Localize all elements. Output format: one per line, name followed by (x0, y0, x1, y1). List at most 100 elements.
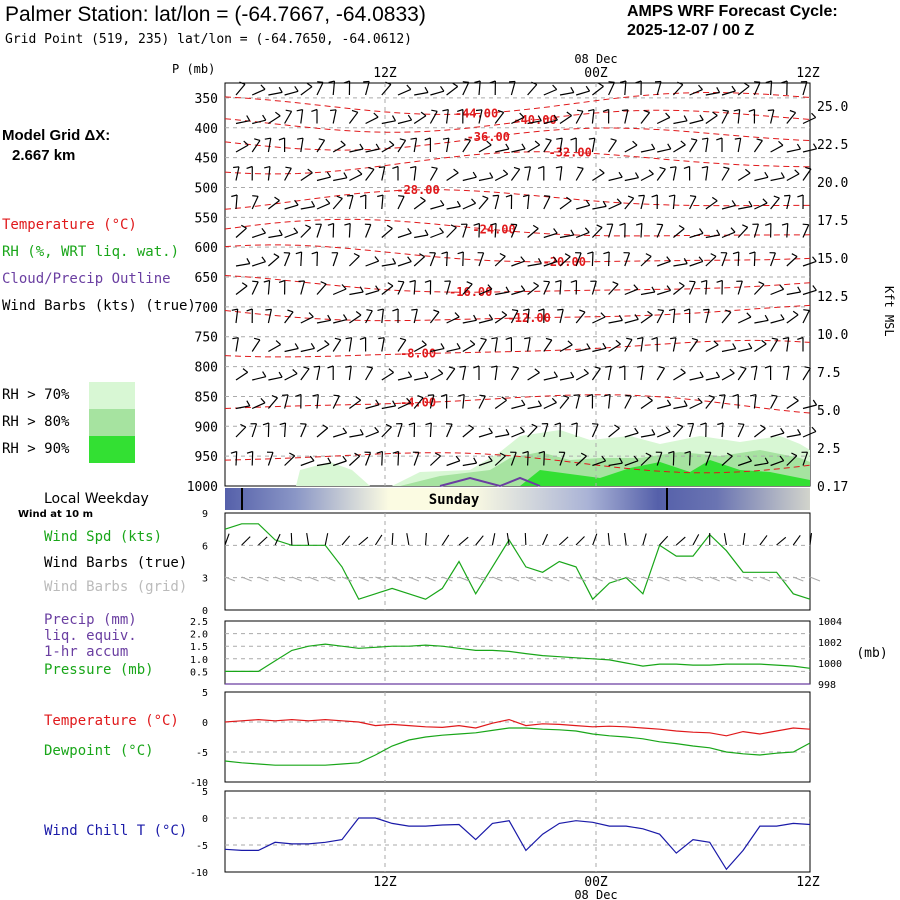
wind-barb-staff (235, 166, 240, 181)
wind-barb (264, 137, 272, 153)
wind-barb (510, 309, 519, 324)
true-wind-barb (809, 533, 813, 546)
wind-barb-flag (680, 140, 686, 146)
wind-barb-flag (262, 422, 269, 426)
wind-barb-flag (666, 256, 671, 262)
temperature-line (224, 718, 811, 737)
wind-barb (298, 280, 306, 295)
wind-barb (635, 80, 642, 96)
wind-barb (332, 394, 340, 409)
dewpoint-line (224, 727, 811, 766)
wind-barb-flag (538, 450, 545, 454)
wind-barb-flag (241, 282, 248, 287)
wind-barb (414, 371, 429, 381)
wind-barb-staff (381, 426, 392, 438)
wind-barb-staff (381, 451, 383, 466)
wind-barb-flag (615, 339, 621, 345)
wind-barb-staff (738, 460, 752, 467)
grid-point-subtitle: Grid Point (519, 235) lat/lon = (-64.765… (5, 32, 412, 47)
wind-barb-staff (770, 197, 780, 210)
wind-barb-flag (793, 396, 799, 402)
wind-barb-staff (494, 195, 500, 210)
wind-barb-staff (446, 460, 461, 467)
wind-barb-flag (407, 256, 412, 262)
wind-barb (673, 258, 688, 267)
grid-wind-barb (542, 576, 553, 582)
wind-barb-flag (791, 452, 798, 457)
wind-barb (575, 309, 586, 324)
true-wind-barb (458, 536, 469, 546)
wind-barb-flag (771, 394, 778, 397)
wind-barb-flag (698, 256, 704, 262)
wind-barb (246, 165, 253, 181)
wind-barb (473, 222, 480, 238)
isotherm-line-9 (224, 339, 811, 358)
wind-barb-flag (764, 314, 769, 321)
swatch-rh90 (89, 436, 135, 463)
wind-barb-staff (559, 115, 572, 124)
wind-barb (575, 109, 584, 124)
wind-barb-flag (487, 284, 493, 290)
wind-barb (592, 200, 607, 210)
wind-barb-staff (624, 395, 632, 409)
wind-barb (608, 281, 619, 295)
wind-barb-flag (731, 85, 736, 92)
wind-barb-flag (635, 222, 643, 226)
true-wind-barb (224, 533, 230, 546)
wind-barb-flag (308, 312, 314, 318)
wind-barb-staff (689, 401, 703, 410)
wind-barb-staff (738, 347, 752, 353)
wind-barb-staff (640, 255, 652, 267)
wind-barb-staff (559, 138, 563, 153)
wind-barb-flag (375, 399, 380, 406)
panel-ytick: 0.5 (190, 667, 208, 678)
wind-barb-flag (474, 80, 481, 84)
wind-barb (397, 256, 412, 267)
wind-barb (268, 86, 283, 96)
wind-barb-staff (235, 194, 238, 210)
wind-barb-flag (566, 111, 572, 117)
wind-barb-flag (562, 395, 570, 399)
wind-barb-staff (770, 460, 784, 467)
wind-barb-flag (553, 228, 558, 234)
wind-barb (328, 80, 336, 96)
wind-barb-flag (354, 452, 360, 457)
wind-barb-flag (598, 82, 604, 87)
wind-barb-flag (797, 336, 804, 340)
wind-barb (343, 80, 351, 96)
wind-barb-staff (381, 227, 393, 238)
panel-ytick: 1.5 (190, 642, 208, 653)
wind-barb-flag (743, 82, 750, 87)
wind-barb-staff (365, 431, 379, 438)
wind-barb-flag (519, 112, 525, 118)
wind-barb (732, 393, 739, 409)
wind-barb-flag (791, 253, 798, 258)
wind-barb (429, 109, 438, 124)
wind-barb (705, 394, 715, 409)
wind-barb-flag (804, 366, 811, 369)
wind-barb-staff (252, 376, 266, 381)
wind-barb-staff (446, 368, 456, 381)
wind-barb-flag (668, 194, 675, 197)
wind-barb-flag (618, 314, 623, 321)
wind-barb-staff (284, 111, 293, 124)
wind-barb-staff (770, 395, 778, 409)
wind-barb-staff (543, 88, 557, 96)
wind-barb-staff (495, 291, 510, 296)
pressure-right-tick: 998 (818, 680, 836, 691)
wind-barb-flag (723, 166, 730, 170)
wind-barb (462, 281, 473, 295)
wind-barb-staff (608, 283, 619, 295)
wind-barb-flag (492, 194, 499, 197)
wind-barb-staff (429, 422, 432, 438)
grid-wind-barb (742, 576, 754, 582)
wind-barb-flag (680, 368, 686, 374)
wind-barb-staff (640, 433, 655, 438)
grid-wind-barb (726, 576, 737, 582)
wind-barb-flag (651, 429, 656, 435)
wind-barb (668, 450, 675, 466)
wind-barb-flag (697, 397, 703, 403)
wind-barb-staff (543, 260, 558, 267)
wind-barb-staff (640, 195, 645, 210)
wind-barb-flag (231, 194, 238, 198)
